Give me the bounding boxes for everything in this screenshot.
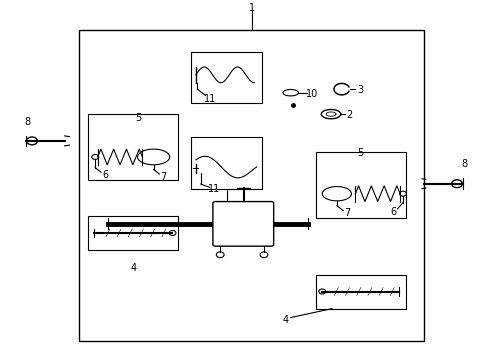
FancyBboxPatch shape (212, 202, 273, 246)
Text: 1: 1 (248, 3, 254, 13)
Bar (191, 137, 261, 189)
Text: 4: 4 (130, 262, 137, 273)
Text: 6: 6 (102, 170, 108, 180)
Text: 3: 3 (356, 85, 363, 95)
Bar (316, 152, 406, 218)
Text: 11: 11 (204, 94, 216, 104)
Text: 9: 9 (241, 208, 247, 218)
Text: 11: 11 (208, 184, 220, 194)
Text: 4: 4 (282, 315, 288, 325)
Text: 8: 8 (460, 159, 467, 169)
Bar (88, 114, 178, 180)
Text: 8: 8 (24, 117, 30, 127)
Text: 7: 7 (161, 172, 166, 181)
Text: 7: 7 (344, 208, 350, 218)
Text: 2: 2 (346, 110, 352, 120)
Bar (316, 275, 406, 309)
Text: 5: 5 (356, 148, 363, 158)
Bar (191, 51, 261, 103)
Text: 6: 6 (390, 207, 396, 217)
Bar (79, 30, 424, 341)
Text: 5: 5 (135, 113, 142, 123)
Bar (88, 216, 178, 250)
Text: 10: 10 (306, 89, 318, 99)
